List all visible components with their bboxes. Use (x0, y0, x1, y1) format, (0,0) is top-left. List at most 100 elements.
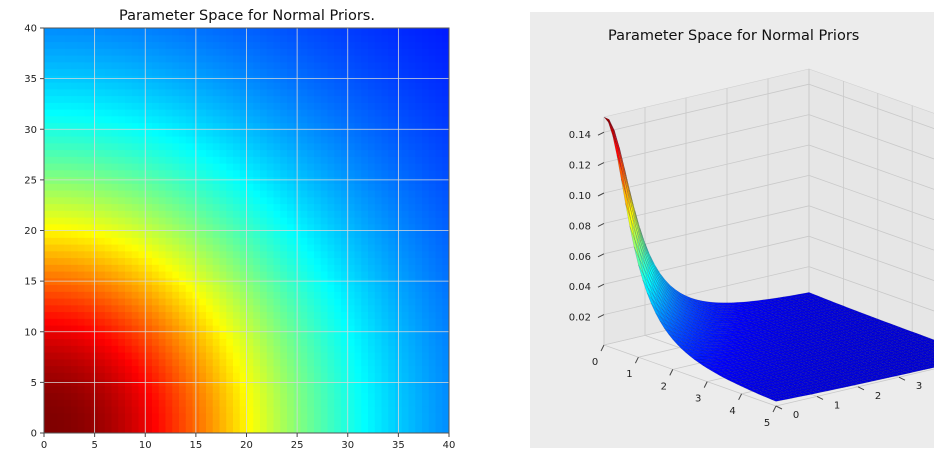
heatmap-cell (158, 331, 167, 340)
heatmap-cell (320, 284, 329, 292)
heatmap-cell (435, 210, 443, 218)
heatmap-cell (320, 129, 329, 137)
heatmap-cell (334, 304, 342, 313)
heatmap-cell (401, 149, 410, 157)
heatmap-cell (422, 88, 430, 97)
heatmap-cell (77, 163, 86, 171)
heatmap-cell (300, 426, 308, 433)
heatmap-cell (185, 271, 194, 279)
heatmap-cell (388, 68, 396, 76)
surface-gridline (808, 144, 934, 190)
heatmap-cell (401, 284, 410, 292)
heatmap-cell (98, 149, 106, 157)
heatmap-cell (415, 250, 423, 259)
heatmap-cell (84, 163, 92, 171)
heatmap-cell (71, 203, 79, 211)
heatmap-cell (98, 88, 106, 97)
heatmap-cell (71, 311, 79, 319)
heatmap-cell (131, 311, 140, 319)
heatmap-cell (260, 163, 268, 171)
heatmap-cell (64, 82, 72, 90)
heatmap-cell (314, 257, 322, 265)
heatmap-cell (98, 203, 106, 211)
heatmap-cell (57, 271, 65, 279)
heatmap-cell (104, 68, 113, 76)
heatmap-cell (111, 426, 119, 433)
heatmap-cell (233, 412, 241, 421)
heatmap-cell (226, 88, 234, 97)
heatmap-cell (71, 426, 79, 433)
heatmap-cell (185, 399, 194, 407)
heatmap-cell (307, 250, 315, 259)
heatmap-cell (206, 223, 214, 232)
heatmap-cell (118, 271, 126, 279)
heatmap-cell (172, 115, 180, 124)
heatmap-cell (158, 223, 167, 232)
heatmap-cell (314, 325, 322, 333)
heatmap-cell (408, 338, 416, 346)
heatmap-cell (260, 230, 268, 238)
heatmap-cell (145, 183, 153, 191)
heatmap-cell (199, 284, 207, 292)
heatmap-cell (415, 284, 423, 292)
heatmap-cell (307, 325, 315, 333)
heatmap-cell (300, 149, 308, 157)
heatmap-cell (280, 68, 288, 76)
surface-chart: Parameter Space for Normal Priors 0.02 0.… (530, 12, 934, 448)
heatmap-cell (64, 41, 72, 49)
heatmap-cell (118, 298, 126, 306)
heatmap-cell (266, 291, 275, 299)
heatmap-cell (131, 264, 140, 272)
heatmap-cell (401, 169, 410, 178)
heatmap-cell (165, 190, 173, 198)
heatmap-cell (212, 264, 221, 272)
heatmap-cell (246, 95, 254, 103)
heatmap-cell (307, 345, 315, 353)
heatmap-cell (442, 237, 449, 245)
heatmap-cell (374, 426, 383, 433)
heatmap-cell (354, 156, 362, 164)
heatmap-cell (300, 271, 308, 279)
heatmap-cell (341, 109, 349, 117)
heatmap-cell (111, 237, 119, 245)
heatmap-cell (381, 129, 389, 137)
heatmap-cell (307, 426, 315, 433)
heatmap-cell (341, 352, 349, 360)
heatmap-cell (165, 352, 173, 360)
heatmap-cell (165, 392, 173, 400)
heatmap-cell (347, 412, 356, 421)
heatmap-cell (125, 358, 133, 367)
heatmap-cell (334, 271, 342, 279)
heatmap-cell (327, 61, 335, 70)
heatmap-cell (341, 385, 349, 394)
heatmap-cell (361, 345, 369, 353)
heatmap-cell (64, 223, 72, 232)
heatmap-cell (138, 372, 146, 380)
heatmap-cell (246, 244, 254, 252)
heatmap-cell (442, 352, 449, 360)
heatmap-cell (185, 203, 194, 211)
heatmap-cell (408, 223, 416, 232)
heatmap-cell (300, 358, 308, 367)
heatmap-cell (320, 365, 329, 373)
heatmap-cell (158, 412, 167, 421)
heatmap-cell (158, 41, 167, 49)
heatmap-cell (253, 68, 261, 76)
heatmap-cell (239, 129, 248, 137)
heatmap-cell (368, 406, 376, 414)
heatmap-cell (185, 304, 194, 313)
heatmap-cell (314, 88, 322, 97)
heatmap-cell (415, 102, 423, 110)
heatmap-cell (388, 352, 396, 360)
heatmap-cell (111, 331, 119, 340)
heatmap-cell (212, 412, 221, 421)
heatmap-cell (327, 372, 335, 380)
heatmap-cell (98, 412, 106, 421)
heatmap-cell (77, 28, 86, 36)
heatmap-cell (172, 338, 180, 346)
heatmap-cell (44, 163, 52, 171)
heatmap-cell (381, 237, 389, 245)
heatmap-cell (98, 250, 106, 259)
heatmap-cell (179, 318, 187, 326)
heatmap-cell (158, 358, 167, 367)
